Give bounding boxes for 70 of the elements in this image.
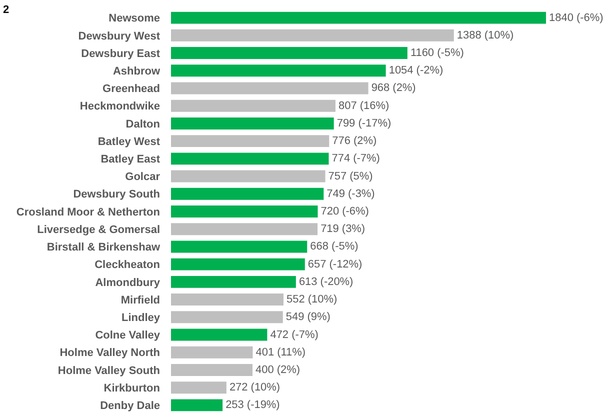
y-tick-label: Dewsbury East — [81, 48, 160, 60]
bar — [171, 135, 330, 148]
data-label: 272 (10%) — [229, 382, 280, 394]
data-label: 552 (10%) — [286, 294, 338, 306]
y-tick-label: Batley West — [98, 136, 160, 148]
data-label: 1054 (-2%) — [388, 64, 444, 77]
y-tick-label: Almondbury — [95, 276, 161, 289]
y-tick-label: Lindley — [121, 312, 161, 324]
y-tick-label: Greenhead — [102, 83, 160, 96]
y-tick-label: Dalton — [126, 118, 160, 130]
y-tick-label: Holme Valley South — [58, 364, 160, 377]
bar — [171, 170, 326, 182]
y-tick-label: Holme Valley North — [60, 347, 160, 360]
bar — [171, 117, 334, 130]
bar — [171, 276, 296, 288]
bar — [171, 206, 318, 218]
data-label: 968 (2%) — [371, 82, 416, 94]
y-tick-label: Heckmondwike — [80, 100, 160, 113]
data-label: 719 (3%) — [320, 223, 366, 236]
data-label: 657 (-12%) — [308, 258, 362, 270]
data-label: 253 (-19%) — [226, 399, 280, 412]
bar — [171, 12, 546, 24]
y-tick-label: Cleckheaton — [94, 259, 160, 272]
data-label: 1388 (10%) — [456, 29, 514, 42]
data-label: 774 (-7%) — [332, 152, 380, 165]
data-label: 549 (9%) — [286, 311, 330, 324]
data-label: 472 (-7%) — [270, 328, 318, 341]
y-tick-label: Ashbrow — [112, 65, 160, 78]
bar — [171, 100, 336, 112]
y-tick-label: Liversedge & Gomersal — [37, 224, 160, 236]
bar — [171, 82, 368, 94]
data-label: 668 (-5%) — [310, 240, 358, 253]
bar — [171, 399, 223, 412]
data-label: 1160 (-5%) — [410, 47, 464, 60]
y-tick-label: Kirkburton — [104, 382, 160, 394]
y-tick-label: Mirfield — [120, 294, 160, 306]
y-tick-label: Colne Valley — [95, 330, 161, 342]
bar — [171, 311, 283, 324]
bar — [171, 240, 308, 253]
bar — [171, 64, 386, 77]
y-tick-label: Dewsbury South — [73, 188, 160, 201]
bar — [171, 364, 253, 376]
data-label: 720 (-6%) — [320, 205, 369, 218]
y-tick-label: Birstall & Birkenshaw — [46, 242, 160, 254]
data-label: 799 (-17%) — [336, 117, 392, 130]
data-label: 401 (11%) — [256, 346, 306, 358]
data-label: 807 (16%) — [338, 100, 390, 112]
bar — [171, 258, 305, 270]
data-label: 749 (-3%) — [326, 188, 375, 200]
bar — [171, 346, 253, 358]
y-tick-label: Crosland Moor & Netherton — [16, 206, 160, 218]
text: 2 — [3, 4, 10, 16]
y-tick-label: Golcar — [125, 171, 161, 184]
data-label: 400 (2%) — [256, 364, 300, 376]
bar — [171, 188, 324, 200]
bar — [171, 328, 268, 341]
data-label: 613 (-20%) — [298, 276, 354, 288]
y-tick-label: Newsome — [108, 12, 160, 25]
bar — [171, 29, 454, 42]
y-tick-label: Dewsbury West — [78, 30, 160, 42]
bar — [171, 152, 329, 165]
y-tick-label: Denby Dale — [100, 400, 160, 412]
data-label: 1840 (-6%) — [549, 12, 604, 24]
data-label: 776 (2%) — [332, 135, 377, 148]
bar — [171, 294, 284, 306]
data-label: 757 (5%) — [328, 170, 373, 182]
bar — [171, 382, 226, 394]
bar — [171, 47, 408, 60]
bar — [171, 223, 318, 236]
y-tick-label: Batley East — [100, 154, 160, 166]
